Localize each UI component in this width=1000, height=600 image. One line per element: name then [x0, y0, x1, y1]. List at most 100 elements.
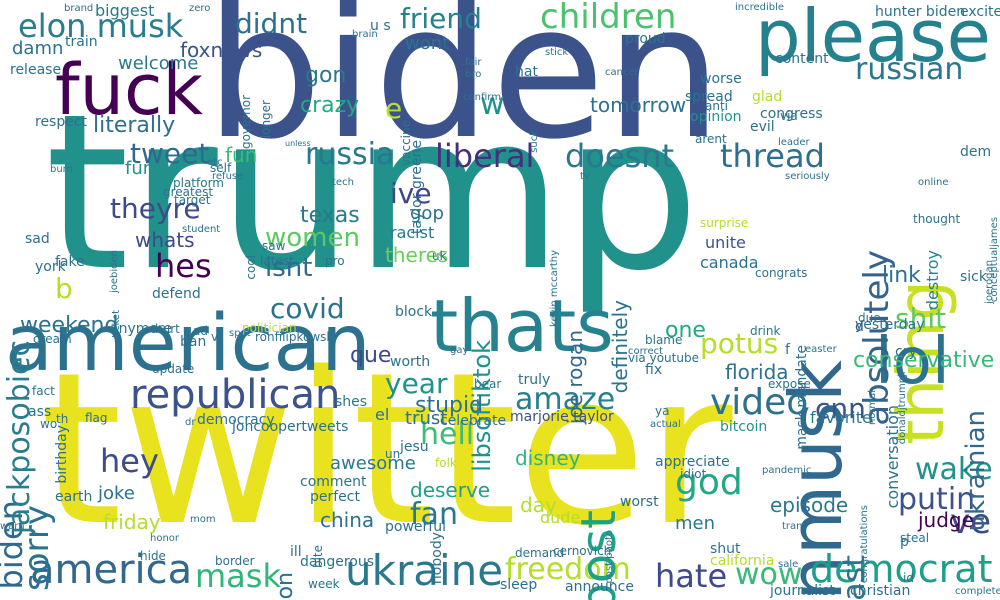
cloud-word: ass [28, 404, 52, 420]
cloud-word: ukraine [345, 546, 504, 595]
cloud-word: surprise [700, 216, 749, 230]
cloud-word: donaldjtrumpjr [897, 370, 908, 445]
cloud-word: correct [628, 346, 664, 357]
cloud-word: latest [260, 254, 294, 268]
cloud-word: cnn [815, 392, 866, 425]
cloud-word: dangerous [300, 554, 375, 570]
cloud-word: glad [752, 89, 783, 105]
cloud-word: amaze [515, 382, 616, 417]
cloud-word: brand [64, 3, 94, 14]
cloud-word: folk [435, 456, 457, 470]
cloud-word: mask mandate [794, 345, 810, 450]
cloud-word: zero [189, 3, 211, 14]
cloud-word: conservative [853, 348, 995, 373]
cloud-word: bite [311, 545, 325, 569]
cloud-word: democracy [197, 412, 275, 428]
cloud-word: suck [529, 130, 540, 153]
cloud-word: unite [705, 233, 746, 252]
cloud-word: year [385, 367, 448, 400]
cloud-word: destroy [923, 250, 942, 311]
cloud-word: china [320, 508, 375, 532]
cloud-word: spot [229, 328, 251, 339]
cloud-word: tech [332, 177, 354, 188]
cloud-word: border [215, 554, 255, 568]
cloud-word: please [755, 0, 991, 78]
cloud-word: freedom [505, 552, 631, 587]
cloud-word: racist [390, 223, 435, 242]
cloud-word: potus [700, 327, 779, 360]
cloud-word: via [780, 109, 798, 123]
cloud-word: b [55, 272, 73, 305]
cloud-word: anti [705, 99, 728, 113]
cloud-word: bear [474, 377, 502, 391]
cloud-word: york [35, 259, 66, 275]
cloud-word: ive [390, 177, 432, 210]
cloud-word: normal [867, 390, 878, 426]
cloud-word: congress [760, 106, 823, 122]
cloud-word: texas [300, 203, 360, 228]
cloud-word: covid [270, 292, 345, 325]
cloud-word: children [540, 0, 677, 37]
cloud-word: worse [700, 71, 742, 87]
cloud-word: liberal [435, 137, 535, 175]
cloud-word: excite [960, 4, 1000, 20]
cloud-word: putin [898, 482, 976, 517]
cloud-word: flag [85, 411, 108, 425]
cloud-word: el [375, 405, 390, 424]
cloud-word: didnt [235, 7, 308, 40]
cloud-word: blame [645, 333, 683, 347]
cloud-word: hat [515, 64, 538, 80]
cloud-word: friend [400, 2, 482, 35]
cloud-word: refuse [212, 171, 244, 182]
cloud-word: platform [173, 176, 224, 190]
cloud-word: block [395, 304, 433, 320]
cloud-word: funny [125, 158, 177, 179]
cloud-word: update [152, 362, 195, 376]
cloud-word: thats [430, 284, 614, 368]
cloud-word: shut [710, 541, 741, 557]
cloud-word: russia [305, 137, 395, 172]
cloud-word: weekend [20, 313, 119, 338]
cloud-word: opinion [690, 109, 742, 125]
cloud-word: announce [565, 579, 634, 595]
cloud-word: fix [645, 362, 663, 378]
cloud-word: expose [768, 377, 811, 391]
cloud-word: hate [655, 557, 728, 595]
cloud-word: unless [285, 139, 311, 148]
cloud-word: th [56, 412, 69, 426]
cloud-word: crazy [300, 93, 360, 118]
cloud-word: etc [207, 157, 223, 168]
cloud-word: fan [410, 497, 458, 532]
cloud-word: women [265, 223, 360, 253]
cloud-word: ronfilipkowski [255, 330, 337, 344]
cloud-word: america [30, 547, 193, 593]
cloud-word: tran [782, 521, 803, 532]
cloud-word: greatest [163, 185, 214, 199]
cloud-word: isnt [265, 253, 313, 283]
cloud-word: bro [465, 69, 482, 80]
cloud-word: week [308, 577, 340, 591]
cloud-word: tweet [130, 137, 210, 170]
cloud-word: birthday [54, 425, 70, 484]
cloud-word: sick [960, 269, 987, 285]
cloud-word: politician [242, 321, 297, 335]
cloud-word: trust [405, 408, 448, 429]
cloud-word: via youtube [628, 351, 699, 365]
cloud-word: content [775, 51, 829, 67]
cloud-word: e [385, 92, 403, 125]
cloud-word: joncoopertweets [232, 419, 349, 435]
cloud-word: release [10, 62, 62, 78]
cloud-word: journalist [770, 583, 835, 599]
cloud-word: student [182, 224, 221, 235]
cloud-word: ill [290, 544, 302, 560]
cloud-word: fact [32, 384, 55, 398]
cloud-word: wow [735, 557, 803, 592]
cloud-word: worst [620, 494, 659, 510]
cloud-word: ban [180, 334, 207, 350]
cloud-word: gop [410, 203, 444, 224]
cloud-word: fair [465, 57, 482, 68]
cloud-word: demand [515, 546, 565, 560]
cloud-word: congratulations [859, 505, 870, 584]
cloud-word: evil [750, 119, 775, 135]
